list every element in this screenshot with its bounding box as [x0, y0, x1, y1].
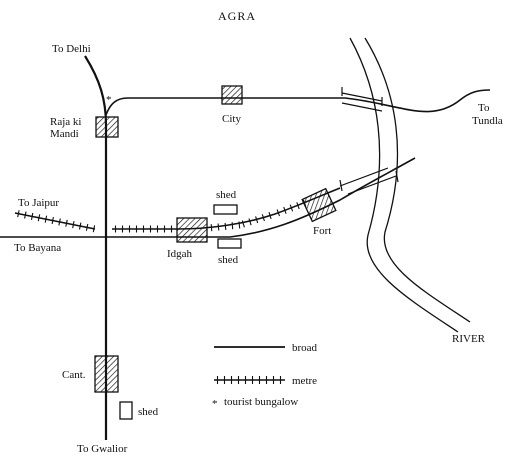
- legend-tourist-symbol: *: [212, 398, 218, 410]
- bridge-south: [339, 167, 399, 195]
- label-raja-ki-mandi-1: Raja ki: [50, 116, 81, 128]
- shed-cant: [119, 401, 133, 420]
- map-title: AGRA: [218, 9, 256, 23]
- metre-gauge-tie: [248, 218, 252, 226]
- label-city: City: [222, 113, 241, 125]
- metre-gauge-tie: [255, 216, 259, 224]
- legend-tourist-label: tourist bungalow: [224, 396, 298, 408]
- metre-gauge-tie: [296, 202, 300, 210]
- label-fort: Fort: [313, 225, 331, 237]
- broad-gauge-bayana-fort: [0, 157, 416, 238]
- shed-upper: [213, 204, 238, 215]
- label-cant: Cant.: [62, 369, 86, 381]
- tourist-bungalow-marker: *: [106, 94, 112, 106]
- label-to-bayana: To Bayana: [14, 242, 61, 254]
- metre-gauge-tie: [276, 209, 281, 217]
- label-shed-cant: shed: [138, 406, 159, 418]
- metre-gauge-tie: [65, 219, 68, 227]
- metre-gauge-tie: [210, 224, 213, 232]
- metre-gauge-tie: [30, 212, 34, 221]
- metre-gauge-tie: [51, 216, 54, 225]
- metre-gauge-tie: [78, 222, 82, 230]
- metre-gauge-tie: [85, 223, 89, 231]
- legend-broad-label: broad: [292, 342, 318, 354]
- station-city: [221, 85, 243, 105]
- legend: broad metre * tourist bungalow: [212, 342, 318, 410]
- label-river: RIVER: [452, 333, 486, 345]
- label-to-jaipur: To Jaipur: [18, 197, 59, 209]
- metre-gauge-tie: [37, 214, 41, 222]
- metre-gauge-tie: [268, 212, 272, 220]
- metre-gauge-tie: [289, 204, 294, 212]
- label-to-delhi: To Delhi: [52, 43, 91, 55]
- river-bank-west: [349, 37, 459, 333]
- metre-gauge-tie: [241, 220, 245, 228]
- metre-gauge-tie: [217, 223, 220, 231]
- metre-gauge-tie: [58, 218, 61, 226]
- label-raja-ki-mandi-2: Mandi: [50, 128, 79, 140]
- label-to-tundla-2: Tundla: [472, 115, 503, 127]
- label-to-gwalior: To Gwalior: [77, 443, 128, 455]
- metre-gauge-tie: [224, 222, 227, 230]
- metre-gauge-tie: [44, 215, 48, 223]
- metre-gauge-tie: [72, 221, 75, 229]
- label-shed-upper: shed: [216, 189, 237, 201]
- label-idgah: Idgah: [167, 248, 193, 260]
- station-idgah: [176, 217, 208, 243]
- metre-gauge-tie: [238, 221, 241, 229]
- label-shed-lower: shed: [218, 254, 239, 266]
- legend-metre-line: [214, 376, 285, 384]
- shed-lower: [217, 238, 242, 249]
- broad-gauge-city-tundla: [105, 89, 491, 116]
- metre-gauge-tie: [283, 206, 287, 214]
- bridge-north: [341, 87, 383, 112]
- station-cant: [94, 355, 119, 393]
- metre-gauge-tie: [17, 210, 20, 218]
- metre-gauge-tie: [231, 222, 234, 230]
- station-fort: [301, 187, 337, 223]
- metre-gauge-tie: [24, 211, 27, 219]
- metre-gauge-tie: [92, 225, 96, 233]
- label-to-tundla-1: To: [478, 102, 490, 114]
- river-bank-east: [364, 37, 471, 323]
- station-raja-ki-mandi: [95, 116, 119, 138]
- metre-gauge-tie: [261, 214, 265, 222]
- legend-metre-label: metre: [292, 375, 317, 387]
